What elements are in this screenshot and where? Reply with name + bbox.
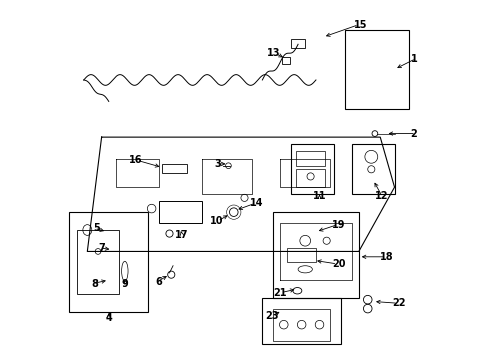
Text: 10: 10 [209, 216, 223, 226]
Text: 5: 5 [93, 223, 100, 233]
Bar [282, 58, 289, 64]
Text: 19: 19 [331, 220, 345, 230]
Text: 22: 22 [392, 298, 406, 308]
Text: 6: 6 [155, 277, 162, 287]
Text: 14: 14 [249, 198, 263, 208]
Text: 7: 7 [98, 243, 105, 253]
Bar [77, 230, 119, 294]
Text: 21: 21 [273, 288, 286, 297]
Bar [351, 144, 394, 194]
Bar [290, 144, 333, 194]
Bar [159, 202, 201, 223]
Bar [287, 248, 315, 262]
Text: 20: 20 [331, 259, 345, 269]
Bar [296, 152, 324, 166]
Bar [296, 169, 324, 187]
Bar [344, 30, 408, 109]
Text: 16: 16 [129, 156, 142, 165]
Text: 18: 18 [380, 252, 393, 262]
Bar [272, 309, 329, 341]
Text: 1: 1 [410, 54, 416, 64]
Bar [272, 212, 358, 298]
Bar [262, 298, 340, 344]
Bar [162, 164, 187, 173]
Bar [69, 212, 148, 312]
Text: 9: 9 [121, 279, 128, 289]
Text: 13: 13 [266, 48, 280, 58]
Text: 4: 4 [105, 312, 112, 323]
Text: 17: 17 [175, 230, 188, 240]
Text: 8: 8 [91, 279, 98, 289]
Text: 12: 12 [374, 191, 388, 201]
Text: 11: 11 [312, 191, 325, 201]
Text: 2: 2 [410, 129, 416, 139]
Bar [290, 39, 305, 48]
Text: 15: 15 [353, 19, 366, 30]
Text: 23: 23 [264, 311, 278, 321]
Text: 3: 3 [214, 159, 221, 169]
